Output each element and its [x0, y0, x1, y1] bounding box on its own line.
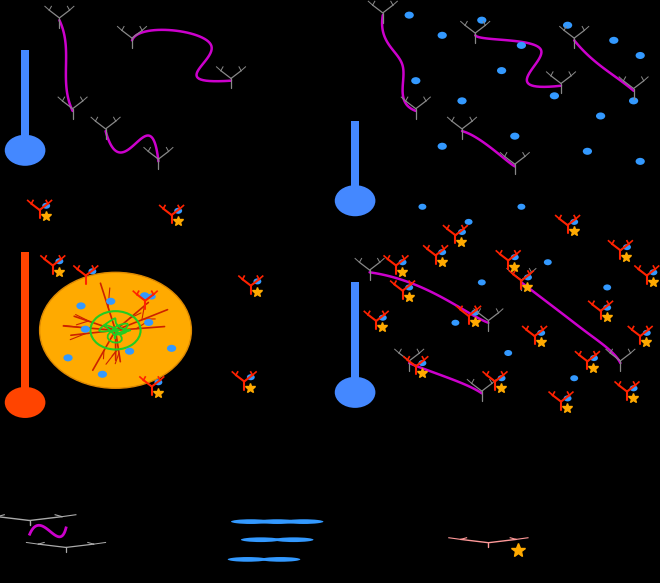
Text: anticorps 2 et fluorophore: anticorps 2 et fluorophore [541, 539, 660, 549]
Circle shape [77, 303, 86, 310]
Circle shape [537, 330, 545, 336]
Circle shape [596, 113, 605, 120]
Circle shape [253, 278, 261, 285]
Text: anticorps 1 et PNIPAM: anticorps 1 et PNIPAM [109, 539, 223, 549]
Circle shape [498, 375, 506, 381]
Circle shape [504, 350, 512, 356]
Circle shape [649, 269, 657, 275]
Circle shape [247, 374, 255, 380]
Circle shape [517, 203, 525, 210]
Circle shape [379, 315, 387, 321]
Circle shape [550, 92, 559, 99]
Circle shape [261, 557, 300, 562]
Circle shape [42, 203, 50, 209]
Circle shape [570, 219, 578, 225]
Circle shape [438, 31, 447, 39]
Circle shape [457, 97, 467, 104]
Circle shape [144, 319, 153, 326]
Circle shape [335, 185, 376, 216]
Circle shape [405, 285, 413, 290]
Circle shape [524, 275, 532, 280]
Circle shape [497, 67, 506, 74]
Circle shape [603, 285, 611, 290]
Circle shape [629, 97, 638, 104]
Circle shape [438, 249, 446, 255]
Circle shape [405, 12, 414, 19]
Circle shape [471, 310, 479, 315]
Circle shape [517, 42, 526, 49]
Bar [21, 50, 29, 148]
Circle shape [125, 347, 134, 355]
Circle shape [418, 360, 426, 366]
Circle shape [88, 268, 96, 275]
Circle shape [106, 298, 116, 305]
Circle shape [451, 319, 459, 326]
Circle shape [167, 345, 176, 352]
Circle shape [241, 538, 280, 542]
Circle shape [590, 355, 598, 361]
Circle shape [335, 377, 376, 408]
Circle shape [228, 557, 267, 562]
Circle shape [570, 375, 578, 381]
Circle shape [231, 519, 271, 524]
Text: antigènes: antigènes [340, 538, 391, 549]
Circle shape [623, 244, 631, 250]
Bar [351, 121, 359, 198]
Circle shape [5, 135, 46, 166]
Circle shape [81, 326, 90, 333]
Circle shape [458, 229, 466, 235]
Circle shape [148, 293, 156, 300]
Circle shape [630, 385, 638, 391]
Circle shape [40, 272, 191, 388]
Circle shape [411, 77, 420, 84]
Circle shape [643, 330, 651, 336]
Circle shape [511, 254, 519, 260]
Circle shape [478, 279, 486, 286]
Circle shape [609, 37, 618, 44]
Circle shape [154, 379, 162, 385]
Circle shape [563, 22, 572, 29]
Circle shape [544, 259, 552, 265]
Circle shape [274, 538, 314, 542]
Bar [21, 252, 29, 400]
Circle shape [63, 354, 73, 361]
Circle shape [418, 203, 426, 210]
Circle shape [98, 371, 107, 378]
Circle shape [399, 259, 407, 265]
Circle shape [55, 258, 63, 264]
Circle shape [174, 208, 182, 214]
Circle shape [5, 387, 46, 418]
Circle shape [636, 158, 645, 165]
Circle shape [564, 395, 572, 402]
Circle shape [140, 292, 149, 299]
Bar [351, 282, 359, 390]
Circle shape [438, 143, 447, 150]
Circle shape [636, 52, 645, 59]
Circle shape [477, 17, 486, 24]
Circle shape [257, 519, 297, 524]
Circle shape [583, 147, 592, 155]
Circle shape [603, 304, 611, 311]
Circle shape [284, 519, 323, 524]
Circle shape [465, 219, 473, 225]
Circle shape [510, 132, 519, 140]
